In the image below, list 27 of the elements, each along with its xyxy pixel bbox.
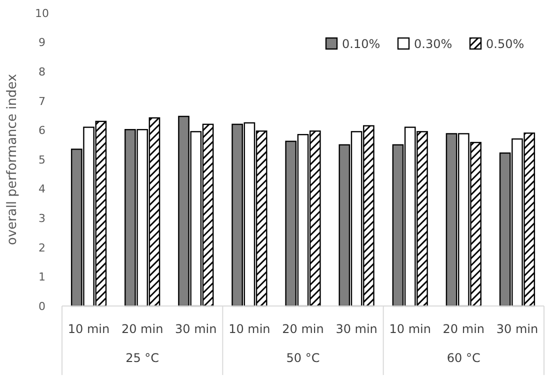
y-tick-label: 10 xyxy=(35,6,49,20)
y-tick-label: 8 xyxy=(38,65,46,78)
y-tick-label: 7 xyxy=(38,94,46,108)
x-tick-label: 20 min xyxy=(442,322,485,336)
y-tick-label: 3 xyxy=(38,212,46,225)
y-tick-label: 9 xyxy=(38,36,46,50)
y-axis-title: overall performance index xyxy=(5,74,20,246)
legend-label: 0.50% xyxy=(486,37,524,51)
x-tick-label: 30 min xyxy=(336,322,378,336)
x-tick-label: 10 min xyxy=(68,322,110,336)
x-tick-label: 20 min xyxy=(282,322,324,336)
x-tick-label: 10 min xyxy=(389,322,431,336)
x-tick-label: 10 min xyxy=(228,322,270,336)
y-tick-label: 1 xyxy=(38,270,46,284)
y-tick-label: 4 xyxy=(38,182,46,196)
x-tick-label: 30 min xyxy=(496,322,538,336)
y-tick-label: 2 xyxy=(38,241,46,254)
x-tick-label: 20 min xyxy=(121,322,164,336)
legend-label: 0.10% xyxy=(342,37,380,51)
legend-label: 0.30% xyxy=(414,37,452,51)
x-tick-label: 30 min xyxy=(175,322,217,336)
y-tick-label: 6 xyxy=(38,124,46,138)
text: 60 °C xyxy=(446,351,480,365)
text: 50 °C xyxy=(286,351,320,365)
text: 25 °C xyxy=(126,351,160,365)
y-tick-label: 5 xyxy=(38,153,46,166)
y-tick-label: 0 xyxy=(38,300,46,313)
